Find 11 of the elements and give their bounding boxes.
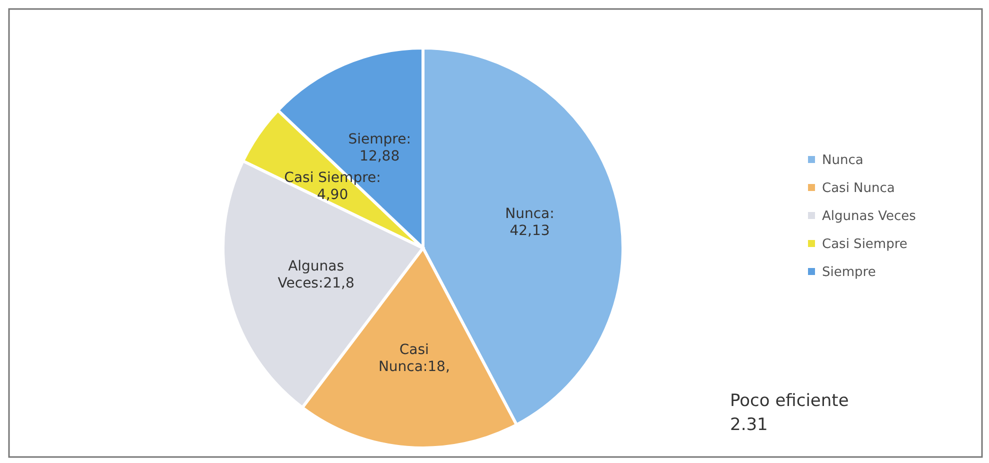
data-label: Nunca: 42,13 bbox=[505, 206, 554, 239]
data-label: Algunas Veces:21,8 bbox=[278, 258, 354, 292]
legend-label: Casi Siempre bbox=[822, 237, 908, 252]
legend-label: Siempre bbox=[822, 265, 876, 280]
text: Poco eficiente 2.31 bbox=[730, 391, 849, 435]
data-label: Casi Siempre: 4,90 bbox=[284, 170, 381, 203]
legend-label: Nunca bbox=[822, 153, 864, 168]
legend-label: Algunas Veces bbox=[822, 209, 916, 224]
legend-label: Casi Nunca bbox=[822, 181, 895, 196]
data-label: Siempre: 12,88 bbox=[348, 131, 411, 164]
data-label: Casi Nunca:18, bbox=[378, 342, 450, 376]
